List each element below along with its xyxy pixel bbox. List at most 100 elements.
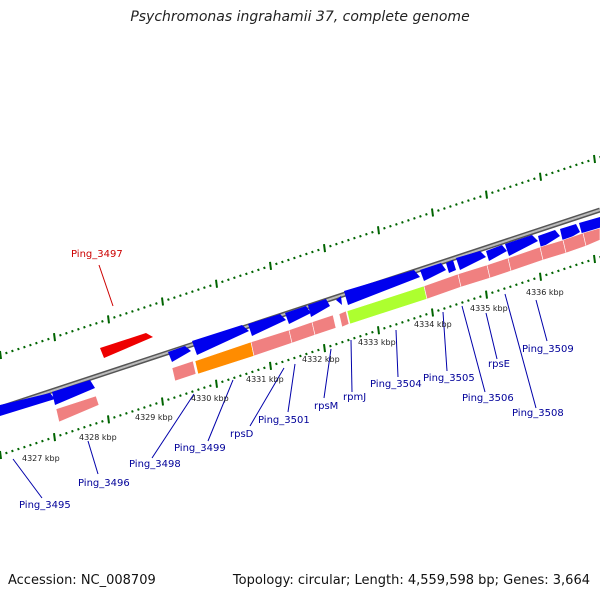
lower-dot-track-mark	[287, 358, 290, 362]
upper-dot-track-mark	[53, 333, 56, 342]
lower-dot-track-mark	[269, 361, 272, 371]
upper-dot-track-mark	[197, 288, 200, 292]
upper-dot-track-mark	[113, 316, 116, 319]
tick-label-4328: 4328 kbp	[79, 433, 117, 442]
gene-label-ping-3509[interactable]: Ping_3509	[522, 344, 574, 355]
gene-label-ping-3495[interactable]: Ping_3495	[19, 500, 71, 511]
lower-dot-track-mark	[437, 309, 440, 312]
upper-dot-track-mark	[233, 276, 236, 280]
gene-fwd-c[interactable]	[248, 314, 286, 336]
upper-dot-track-mark	[467, 199, 470, 202]
lower-dot-track-mark	[551, 271, 554, 275]
gene-fwd-k[interactable]	[486, 245, 507, 261]
upper-dot-track-mark	[503, 187, 506, 191]
cds-d[interactable]	[311, 314, 337, 336]
lower-dot-track-mark	[497, 289, 500, 293]
lower-dot-track-mark	[323, 343, 326, 353]
gene-label-ping-3508[interactable]: Ping_3508	[512, 408, 564, 419]
gene-fwd-m[interactable]	[538, 230, 560, 248]
upper-dot-track-mark	[17, 347, 20, 351]
label-leader-lines	[12, 264, 548, 499]
cds-h[interactable]	[486, 257, 512, 279]
upper-dot-track-mark	[0, 350, 2, 360]
lower-dot-track-mark	[503, 287, 506, 291]
upper-dot-track-mark	[179, 294, 182, 297]
gene-fwd-e[interactable]	[308, 299, 330, 317]
cds-b[interactable]	[250, 329, 293, 357]
upper-dot-track-mark	[443, 207, 446, 210]
lower-dot-track-mark	[545, 273, 548, 277]
lower-dot-track-mark	[425, 313, 428, 316]
cds-c[interactable]	[288, 321, 316, 344]
lower-dot-track-mark	[563, 267, 566, 271]
gene-fwd-h[interactable]	[420, 263, 446, 281]
cds-a[interactable]	[171, 360, 197, 382]
lower-dot-track-mark	[47, 437, 50, 441]
upper-dot-track-mark	[155, 302, 158, 305]
gene-label-ping-3499[interactable]: Ping_3499	[174, 443, 226, 454]
upper-dot-track-mark	[581, 161, 584, 165]
gene-label-ping-3504[interactable]: Ping_3504	[370, 379, 422, 390]
upper-dot-track-mark	[185, 292, 188, 295]
upper-dot-track-mark	[59, 333, 62, 337]
lower-dot-track-mark	[413, 317, 416, 320]
scale-dot-tracks	[0, 154, 600, 460]
accession-label: Accession: NC_008709	[8, 573, 156, 588]
upper-dot-track-mark	[539, 172, 542, 181]
gene-label-rpsm[interactable]: rpsM	[314, 401, 338, 412]
lower-dot-track-mark	[83, 425, 86, 429]
gene-fwd-g[interactable]	[344, 270, 420, 305]
upper-dot-track-mark	[209, 284, 212, 288]
upper-dot-track-mark	[149, 304, 152, 307]
gene-fwd-a[interactable]	[168, 346, 191, 362]
cds-ping-3496[interactable]	[55, 395, 100, 423]
gene-ping-3497[interactable]	[100, 333, 153, 358]
upper-dot-track-mark	[245, 272, 248, 276]
gene-fwd-d[interactable]	[285, 306, 311, 324]
lower-dot-track-mark	[95, 421, 98, 425]
tick-label-4330: 4330 kbp	[191, 394, 229, 403]
lower-dot-track-mark	[251, 370, 254, 374]
upper-dot-track-mark	[515, 183, 518, 187]
upper-dot-track-mark	[107, 315, 110, 324]
upper-dot-track-mark	[407, 218, 410, 222]
gene-fwd-i[interactable]	[446, 260, 456, 273]
gene-label-ping-3501[interactable]: Ping_3501	[258, 415, 310, 426]
upper-dot-track-mark	[131, 310, 134, 313]
lower-dot-track-mark	[455, 303, 458, 306]
upper-dot-track-mark	[287, 258, 290, 262]
gene-ping-3495[interactable]	[0, 393, 55, 416]
lower-dot-track-mark	[359, 334, 362, 338]
cds-l[interactable]	[582, 227, 600, 247]
gene-label-rpsd[interactable]: rpsD	[230, 429, 254, 440]
lower-dot-track-mark	[491, 291, 494, 295]
lower-dot-track-mark	[185, 392, 188, 395]
gene-fwd-f[interactable]	[336, 296, 342, 305]
lower-dot-track-mark	[131, 410, 134, 413]
gene-fwd-j[interactable]	[456, 251, 486, 270]
upper-dot-track-mark	[509, 185, 512, 189]
lower-dot-track-mark	[11, 449, 14, 453]
upper-dot-track-mark	[251, 270, 254, 274]
gene-label-ping-3496[interactable]: Ping_3496	[78, 478, 130, 489]
gene-fwd-n[interactable]	[560, 224, 580, 242]
gene-label-rpmj[interactable]: rpmJ	[343, 392, 366, 403]
upper-dot-track-mark	[587, 159, 590, 163]
gene-label-ping-3498[interactable]: Ping_3498	[129, 459, 181, 470]
gene-ping-3496-fwd[interactable]	[52, 380, 95, 405]
gene-label-ping-3506[interactable]: Ping_3506	[462, 393, 514, 404]
lower-dot-track-mark	[233, 376, 236, 380]
lower-dot-track-mark	[419, 315, 422, 318]
lower-dot-track-mark	[341, 340, 344, 344]
gene-fwd-b[interactable]	[192, 325, 249, 355]
lower-dot-track-mark	[527, 279, 530, 283]
gene-label-rpse[interactable]: rpsE	[488, 359, 510, 370]
lower-dot-track-mark	[431, 308, 434, 317]
lower-dot-track-mark	[113, 416, 116, 419]
gene-label-ping-3505[interactable]: Ping_3505	[423, 373, 475, 384]
gene-fwd-l[interactable]	[505, 235, 538, 256]
lower-dot-track-mark	[509, 285, 512, 289]
gene-label-ping-3497[interactable]: Ping_3497	[71, 249, 123, 260]
lower-dot-track-mark	[515, 283, 518, 287]
cds-e[interactable]	[338, 310, 350, 328]
